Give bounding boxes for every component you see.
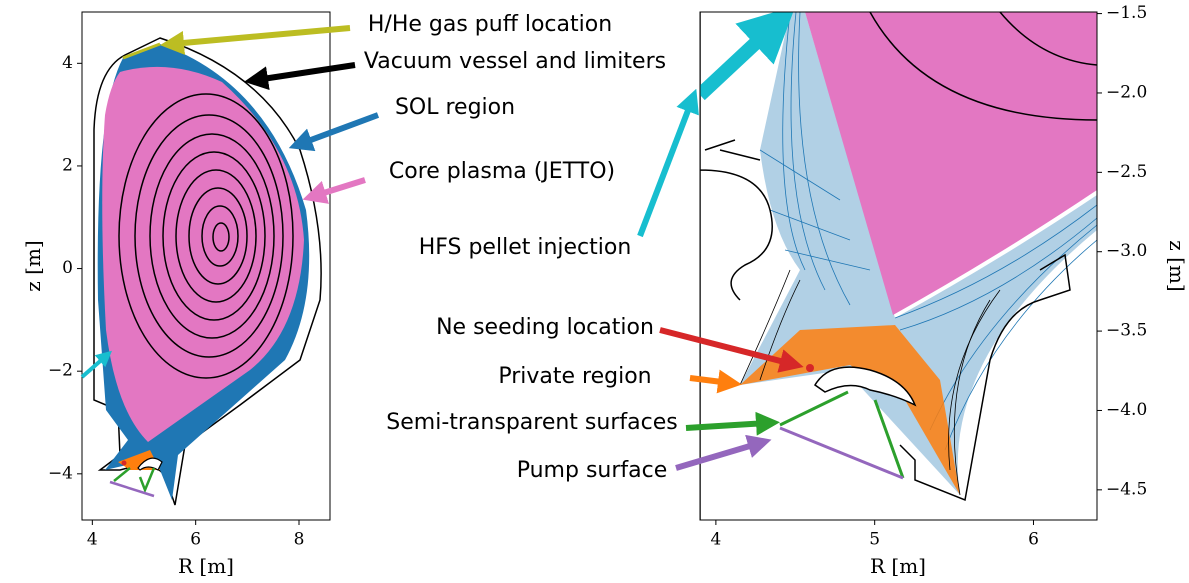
ne-seed <box>121 460 127 466</box>
annotation: Pump surface <box>517 458 668 483</box>
annotation: Private region <box>498 364 651 389</box>
annotation: Vacuum vessel and limiters <box>364 49 666 74</box>
annotation: Core plasma (JETTO) <box>389 159 615 184</box>
right-frame <box>699 11 1098 521</box>
left-geometry <box>93 37 322 506</box>
y-tick-label: −4 <box>48 463 73 483</box>
y-tick-label: 2 <box>62 155 73 175</box>
y-axis-label: z [m] <box>21 240 45 291</box>
core-plasma <box>805 12 1097 315</box>
y-tick-label: −4.0 <box>1106 400 1147 420</box>
annotation: HFS pellet injection <box>419 235 632 260</box>
x-tick-label: 4 <box>87 530 98 550</box>
sol-mesh <box>740 12 1097 495</box>
y-tick-label: 0 <box>62 258 73 278</box>
x-tick-label: 6 <box>190 530 201 550</box>
y-tick-label: −2.0 <box>1106 82 1147 102</box>
pump-surface <box>779 426 904 480</box>
y-tick-label: −4.5 <box>1106 479 1147 499</box>
y-tick-label: −2.5 <box>1106 162 1147 182</box>
y-tick-label: −3.5 <box>1106 321 1147 341</box>
annotation: Ne seeding location <box>436 315 654 340</box>
x-tick-label: 5 <box>869 530 880 550</box>
dome <box>813 366 917 407</box>
y-tick-label: −3.0 <box>1106 241 1147 261</box>
pellet-arrow <box>700 12 796 101</box>
y-tick-label: −1.5 <box>1106 3 1147 23</box>
ne-seed <box>806 364 814 372</box>
pump-surface <box>109 480 155 498</box>
semi-transparent <box>779 390 905 479</box>
semi-transparent <box>113 467 156 494</box>
annotation: H/He gas puff location <box>368 12 612 37</box>
gas-puff <box>122 42 161 60</box>
arrows <box>80 25 804 471</box>
dome <box>137 457 163 471</box>
annotation: SOL region <box>395 95 515 120</box>
mesh-dark <box>739 269 1001 496</box>
x-tick-label: 4 <box>710 530 721 550</box>
x-axis-label: R [m] <box>178 554 234 578</box>
x-tick-label: 8 <box>294 530 305 550</box>
y-tick-label: −2 <box>48 361 73 381</box>
vessel-wall <box>700 12 1071 520</box>
y-axis-label: z [m] <box>1165 240 1189 291</box>
left-frame <box>81 11 331 521</box>
x-axis-label: R [m] <box>870 554 926 578</box>
annotation: Semi-transparent surfaces <box>386 410 677 435</box>
y-tick-label: 4 <box>62 53 73 73</box>
flux-contours <box>118 93 294 379</box>
x-tick-label: 6 <box>1028 530 1039 550</box>
flux-contours <box>869 12 1097 121</box>
